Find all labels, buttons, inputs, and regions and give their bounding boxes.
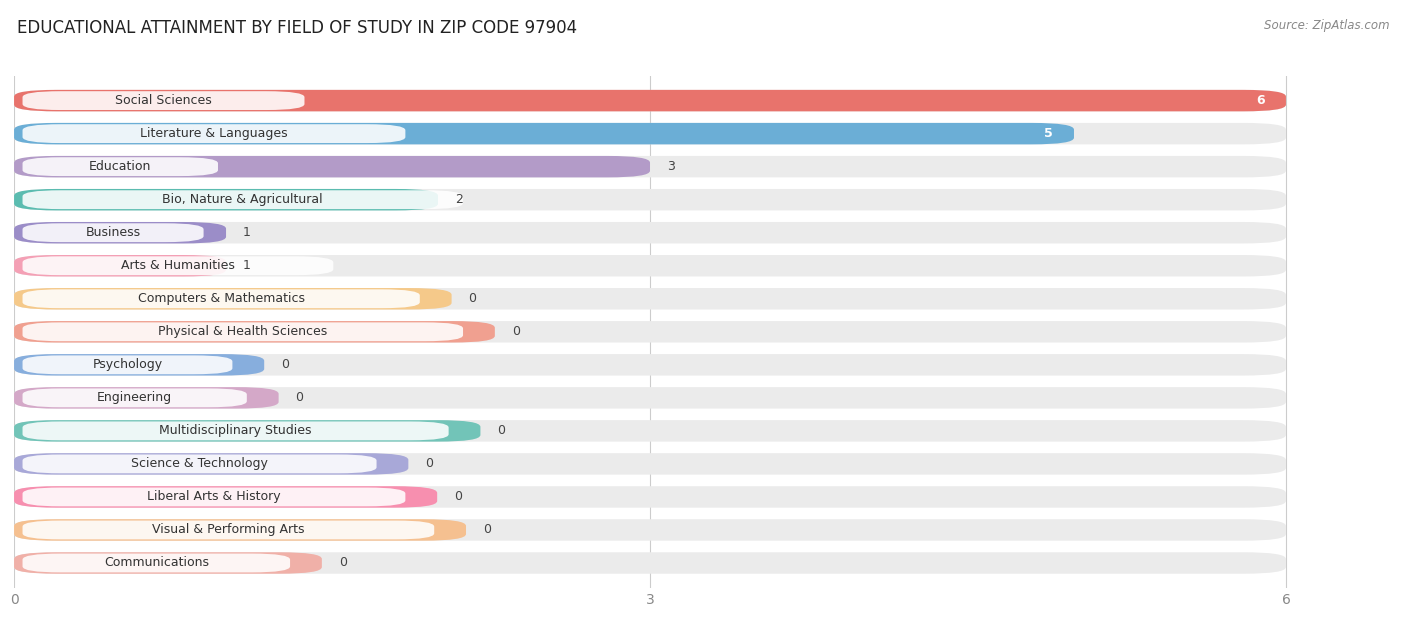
FancyBboxPatch shape xyxy=(14,520,1286,541)
Text: 0: 0 xyxy=(498,424,505,437)
FancyBboxPatch shape xyxy=(14,354,264,375)
Text: Multidisciplinary Studies: Multidisciplinary Studies xyxy=(159,424,312,437)
FancyBboxPatch shape xyxy=(14,222,1286,243)
Text: Physical & Health Sciences: Physical & Health Sciences xyxy=(157,325,328,338)
Text: 0: 0 xyxy=(281,358,290,372)
FancyBboxPatch shape xyxy=(22,487,405,506)
Text: 1: 1 xyxy=(243,226,250,240)
Text: 0: 0 xyxy=(339,557,347,569)
FancyBboxPatch shape xyxy=(22,389,247,407)
Text: Psychology: Psychology xyxy=(93,358,163,372)
FancyBboxPatch shape xyxy=(14,486,1286,507)
FancyBboxPatch shape xyxy=(22,355,232,374)
FancyBboxPatch shape xyxy=(14,123,1074,144)
FancyBboxPatch shape xyxy=(22,322,463,341)
FancyBboxPatch shape xyxy=(14,387,278,409)
Text: Arts & Humanities: Arts & Humanities xyxy=(121,259,235,272)
Text: 0: 0 xyxy=(468,292,477,305)
FancyBboxPatch shape xyxy=(22,521,434,539)
FancyBboxPatch shape xyxy=(14,453,408,475)
FancyBboxPatch shape xyxy=(22,91,305,110)
FancyBboxPatch shape xyxy=(22,257,333,275)
Text: Literature & Languages: Literature & Languages xyxy=(141,127,288,140)
FancyBboxPatch shape xyxy=(14,387,1286,409)
Text: 2: 2 xyxy=(456,193,463,206)
FancyBboxPatch shape xyxy=(14,156,650,178)
Text: 3: 3 xyxy=(666,160,675,173)
FancyBboxPatch shape xyxy=(14,222,226,243)
FancyBboxPatch shape xyxy=(22,223,204,242)
Text: Source: ZipAtlas.com: Source: ZipAtlas.com xyxy=(1264,19,1389,32)
Text: Business: Business xyxy=(86,226,141,240)
FancyBboxPatch shape xyxy=(14,321,495,343)
Text: Social Sciences: Social Sciences xyxy=(115,94,212,107)
Text: 0: 0 xyxy=(295,391,304,404)
FancyBboxPatch shape xyxy=(14,321,1286,343)
FancyBboxPatch shape xyxy=(14,288,1286,310)
FancyBboxPatch shape xyxy=(14,189,439,210)
Text: 1: 1 xyxy=(243,259,250,272)
Text: 0: 0 xyxy=(512,325,520,338)
FancyBboxPatch shape xyxy=(14,255,1286,276)
Text: Computers & Mathematics: Computers & Mathematics xyxy=(138,292,305,305)
Text: 5: 5 xyxy=(1045,127,1053,140)
Text: Visual & Performing Arts: Visual & Performing Arts xyxy=(152,523,305,537)
Text: Engineering: Engineering xyxy=(97,391,173,404)
FancyBboxPatch shape xyxy=(22,125,405,143)
Text: 0: 0 xyxy=(484,523,491,537)
Text: EDUCATIONAL ATTAINMENT BY FIELD OF STUDY IN ZIP CODE 97904: EDUCATIONAL ATTAINMENT BY FIELD OF STUDY… xyxy=(17,19,576,37)
FancyBboxPatch shape xyxy=(14,354,1286,375)
FancyBboxPatch shape xyxy=(14,420,1286,442)
Text: Bio, Nature & Agricultural: Bio, Nature & Agricultural xyxy=(163,193,323,206)
FancyBboxPatch shape xyxy=(14,453,1286,475)
FancyBboxPatch shape xyxy=(22,190,463,209)
Text: Education: Education xyxy=(89,160,152,173)
FancyBboxPatch shape xyxy=(14,486,437,507)
FancyBboxPatch shape xyxy=(22,157,218,176)
FancyBboxPatch shape xyxy=(14,552,1286,574)
FancyBboxPatch shape xyxy=(14,90,1286,111)
Text: Liberal Arts & History: Liberal Arts & History xyxy=(148,490,281,504)
FancyBboxPatch shape xyxy=(22,289,420,308)
Text: Science & Technology: Science & Technology xyxy=(131,458,269,470)
FancyBboxPatch shape xyxy=(14,90,1286,111)
FancyBboxPatch shape xyxy=(14,255,226,276)
FancyBboxPatch shape xyxy=(14,420,481,442)
Text: 0: 0 xyxy=(454,490,463,504)
FancyBboxPatch shape xyxy=(22,554,290,573)
Text: 6: 6 xyxy=(1256,94,1265,107)
FancyBboxPatch shape xyxy=(14,156,1286,178)
FancyBboxPatch shape xyxy=(14,520,465,541)
FancyBboxPatch shape xyxy=(14,288,451,310)
FancyBboxPatch shape xyxy=(22,454,377,473)
FancyBboxPatch shape xyxy=(14,552,322,574)
FancyBboxPatch shape xyxy=(14,123,1286,144)
FancyBboxPatch shape xyxy=(14,189,1286,210)
Text: Communications: Communications xyxy=(104,557,209,569)
FancyBboxPatch shape xyxy=(22,422,449,441)
Text: 0: 0 xyxy=(425,458,433,470)
